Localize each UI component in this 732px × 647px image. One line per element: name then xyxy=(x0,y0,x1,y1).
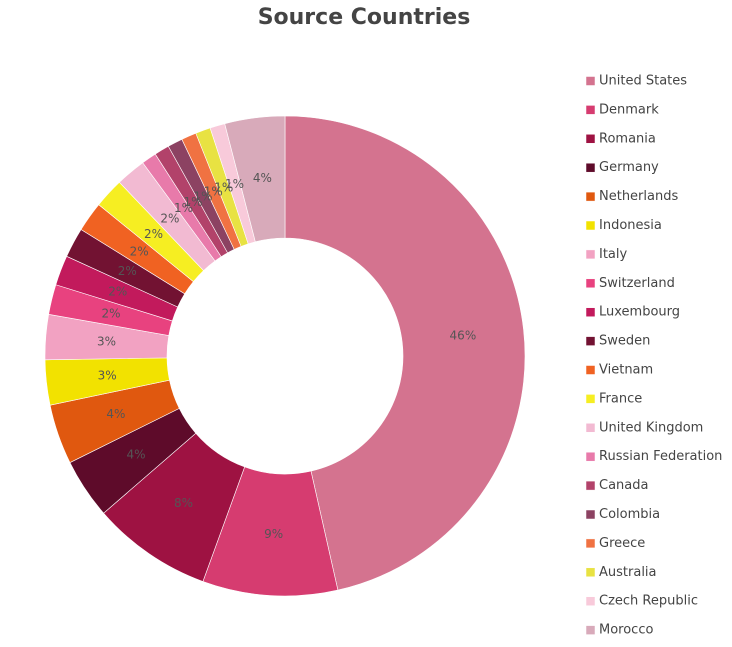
chart-title: Source Countries xyxy=(258,5,471,30)
legend-label: United States xyxy=(599,74,687,89)
legend-marker xyxy=(585,76,596,86)
legend-marker xyxy=(585,105,596,115)
legend-marker xyxy=(585,162,596,173)
legend-label: United Kingdom xyxy=(599,420,703,435)
legend-marker xyxy=(585,278,596,289)
data-label: 4% xyxy=(126,448,145,462)
legend-marker xyxy=(585,134,596,144)
data-label: 2% xyxy=(130,245,149,259)
legend-marker xyxy=(585,423,596,433)
legend-label: Sweden xyxy=(599,334,650,349)
legend-label: Australia xyxy=(599,565,657,580)
legend-marker xyxy=(585,567,596,578)
data-label: 3% xyxy=(97,334,116,348)
data-label: 46% xyxy=(450,329,477,343)
data-label: 1% xyxy=(174,201,193,215)
legend-label: Vietnam xyxy=(599,363,653,378)
data-label: 2% xyxy=(108,285,127,299)
data-label: 2% xyxy=(102,306,121,320)
legend-marker xyxy=(585,394,596,404)
slice xyxy=(284,115,526,591)
legend-marker xyxy=(585,336,596,346)
legend-marker xyxy=(585,220,596,231)
data-label: 2% xyxy=(118,264,137,278)
slice xyxy=(224,115,286,243)
legend-label: Denmark xyxy=(599,102,659,117)
legend-marker xyxy=(585,307,596,317)
legend-label: Czech Republic xyxy=(599,594,698,609)
legend-marker xyxy=(585,625,596,635)
legend-marker xyxy=(585,249,596,260)
legend-marker xyxy=(585,596,596,606)
legend-marker xyxy=(585,509,596,520)
legend-label: France xyxy=(599,391,642,406)
data-label: 1% xyxy=(214,180,233,194)
legend-marker xyxy=(585,365,596,375)
data-label: 2% xyxy=(144,227,163,241)
data-label: 9% xyxy=(264,527,283,541)
legend-label: Greece xyxy=(599,536,645,551)
data-label: 2% xyxy=(160,211,179,225)
legend-label: Indonesia xyxy=(599,218,662,233)
legend-label: Germany xyxy=(599,160,659,175)
legend-label: Switzerland xyxy=(599,276,675,291)
legend-marker xyxy=(585,480,596,491)
legend-label: Netherlands xyxy=(599,189,678,204)
legend-marker xyxy=(585,191,596,202)
data-label: 4% xyxy=(106,407,125,421)
data-label: 1% xyxy=(204,185,223,199)
data-label: 8% xyxy=(174,496,193,510)
legend-label: Romania xyxy=(599,131,656,146)
legend-marker xyxy=(585,538,596,549)
legend-label: Italy xyxy=(599,247,628,262)
data-label: 3% xyxy=(98,368,117,382)
legend-label: Morocco xyxy=(599,623,653,638)
legend-label: Luxembourg xyxy=(599,305,680,320)
data-label: 1% xyxy=(193,189,212,203)
legend-marker xyxy=(585,451,596,462)
legend-label: Colombia xyxy=(599,507,660,522)
legend-label: Russian Federation xyxy=(599,449,722,464)
data-label: 1% xyxy=(225,177,244,191)
data-label: 4% xyxy=(253,171,272,185)
data-label: 1% xyxy=(184,195,203,209)
legend-label: Canada xyxy=(599,478,648,493)
